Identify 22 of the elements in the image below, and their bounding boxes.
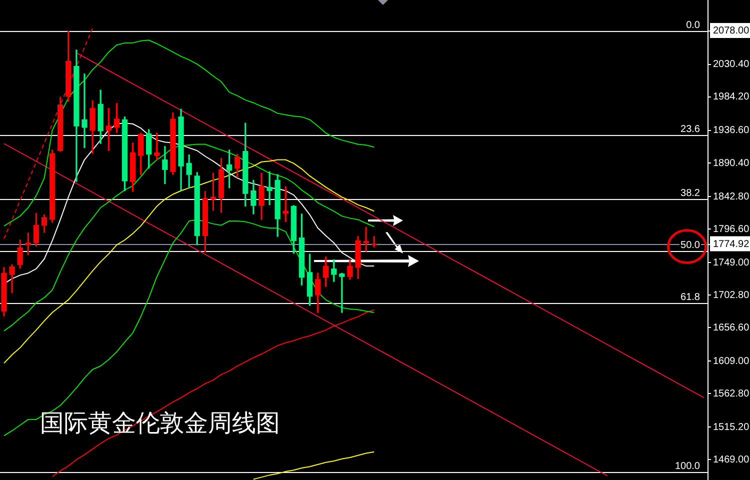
- y-tick-label: 1984.20: [713, 92, 750, 103]
- y-tick-label: 1515.20: [713, 422, 750, 433]
- y-tick-label: 1702.80: [713, 290, 750, 301]
- annotation: 23.6: [680, 124, 700, 135]
- annotation: 61.8: [680, 292, 700, 303]
- annotation: 38.2: [680, 188, 700, 199]
- y-tick-label: 1609.00: [713, 356, 750, 367]
- y-tick-label: 1774.92: [713, 239, 750, 250]
- y-tick-label: 1890.40: [713, 158, 750, 169]
- y-tick-label: 2030.40: [713, 59, 750, 70]
- y-tick-label: 2078.00: [713, 26, 750, 37]
- y-tick-label: 1469.00: [713, 454, 750, 466]
- y-tick-label: 1656.60: [713, 322, 750, 334]
- annotation: 100.0: [674, 460, 700, 472]
- annotation: 50.0: [680, 240, 700, 251]
- annotation: 0.0: [686, 20, 700, 31]
- y-tick-label: 1562.80: [713, 388, 750, 400]
- text: 国际黄金伦敦金周线图: [40, 409, 280, 437]
- y-tick-label: 1936.60: [713, 125, 750, 136]
- y-tick-label: 1796.60: [713, 224, 750, 235]
- y-tick-label: 1749.00: [713, 257, 750, 268]
- y-tick-label: 1842.80: [713, 191, 750, 202]
